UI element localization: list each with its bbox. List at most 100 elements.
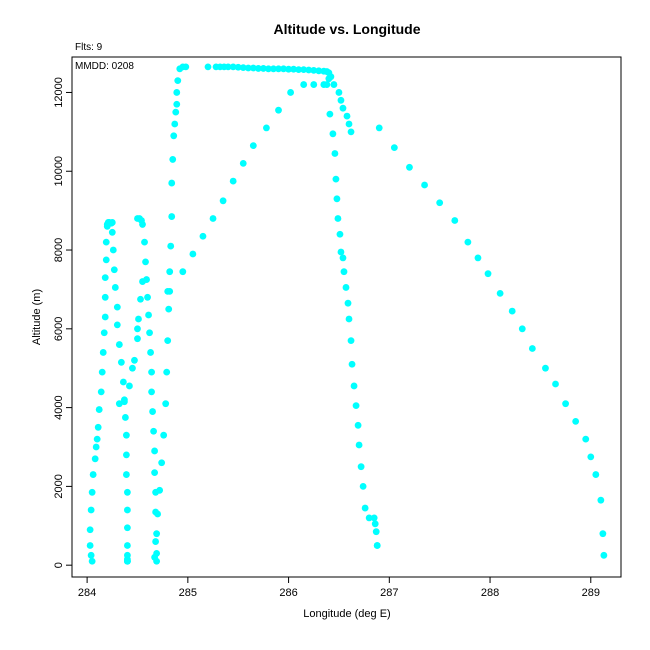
data-point <box>355 441 363 449</box>
data-point <box>421 181 428 189</box>
data-point <box>592 471 600 478</box>
data-point <box>101 274 109 282</box>
data-point <box>146 329 153 337</box>
data-point <box>94 423 102 431</box>
data-point <box>120 396 128 404</box>
data-point <box>158 459 166 467</box>
data-point <box>348 360 356 368</box>
data-point <box>148 368 155 376</box>
data-point <box>111 284 119 291</box>
x-tick-label: 284 <box>78 587 96 599</box>
data-point <box>474 254 482 262</box>
data-point <box>173 100 181 108</box>
data-point <box>327 73 335 81</box>
data-point <box>182 63 190 71</box>
data-point <box>168 179 176 187</box>
data-point <box>371 520 379 528</box>
x-axis-label: Longitude (deg E) <box>303 608 390 620</box>
data-point <box>154 510 162 518</box>
data-point <box>91 455 99 463</box>
data-point <box>305 66 313 74</box>
data-point <box>152 538 160 545</box>
data-point <box>101 313 109 321</box>
data-point <box>204 63 212 71</box>
x-tick-label: 288 <box>481 587 499 599</box>
y-tick-label: 2000 <box>53 474 65 498</box>
data-point <box>350 382 358 390</box>
data-point <box>359 482 367 490</box>
data-point <box>108 228 116 236</box>
data-point <box>290 65 298 73</box>
data-point <box>101 293 109 301</box>
data-point <box>370 514 378 522</box>
data-point <box>508 307 516 315</box>
data-point <box>339 254 347 262</box>
data-point <box>352 402 360 410</box>
data-point <box>224 63 232 71</box>
data-point <box>334 215 342 222</box>
data-point <box>310 81 318 88</box>
data-point <box>124 542 131 549</box>
data-point <box>147 349 154 356</box>
data-point <box>124 524 131 532</box>
data-point <box>326 110 334 118</box>
data-point <box>259 65 267 72</box>
data-point <box>229 177 237 185</box>
data-point <box>199 232 207 240</box>
data-point <box>300 66 308 74</box>
data-point <box>209 215 217 222</box>
data-point <box>171 120 179 128</box>
data-point <box>122 471 130 478</box>
data-point <box>315 67 323 75</box>
data-point <box>354 421 362 429</box>
data-point <box>124 488 131 496</box>
data-point <box>280 65 287 73</box>
data-point <box>92 443 100 451</box>
data-point <box>122 451 130 459</box>
data-point <box>528 345 536 352</box>
y-tick-label: 4000 <box>53 395 65 419</box>
data-point <box>149 408 156 415</box>
data-point <box>285 65 292 73</box>
data-point <box>131 356 138 364</box>
data-point <box>347 128 355 136</box>
data-point <box>109 246 117 254</box>
data-point <box>263 124 270 132</box>
data-point <box>164 287 172 295</box>
data-point <box>151 553 159 561</box>
data-point <box>163 368 171 376</box>
data-point <box>249 64 257 72</box>
data-point <box>390 144 398 152</box>
data-point <box>162 400 170 408</box>
mmdd-label: MMDD: 0208 <box>75 61 134 72</box>
data-point <box>100 329 108 337</box>
y-tick-label: 8000 <box>53 238 65 262</box>
chart-title: Altitude vs. Longitude <box>274 21 421 37</box>
data-point <box>169 156 177 163</box>
data-point <box>572 417 580 425</box>
plot-frame <box>71 56 622 578</box>
data-point <box>587 453 595 461</box>
data-point <box>365 514 373 522</box>
data-point <box>151 447 159 455</box>
data-point <box>137 295 144 303</box>
data-point <box>108 219 116 226</box>
y-tick-label: 10000 <box>53 156 65 187</box>
data-point <box>373 542 381 549</box>
data-point <box>345 315 353 323</box>
data-point <box>436 199 444 207</box>
data-point <box>121 414 129 421</box>
data-point <box>335 89 343 96</box>
data-point <box>88 557 96 565</box>
data-point <box>122 431 130 439</box>
data-point <box>143 276 150 283</box>
data-point <box>496 289 504 297</box>
data-point <box>295 66 303 74</box>
data-point <box>339 104 347 112</box>
data-point <box>170 132 178 140</box>
data-point <box>357 463 365 471</box>
data-point <box>117 358 125 366</box>
data-point <box>156 486 164 494</box>
data-point <box>166 268 174 276</box>
